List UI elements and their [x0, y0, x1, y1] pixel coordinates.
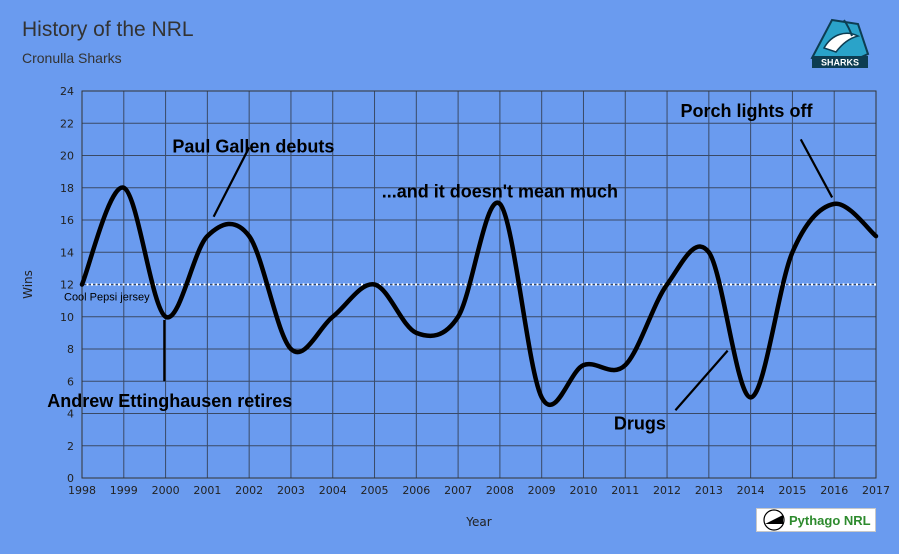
data-point-2005 — [373, 283, 377, 287]
x-tick-label: 2014 — [737, 484, 765, 497]
y-tick-label: 16 — [60, 214, 74, 227]
annotation-text: Paul Gallen debuts — [172, 136, 334, 156]
data-point-2000 — [164, 315, 168, 319]
y-tick-label: 12 — [60, 279, 74, 292]
x-tick-label: 2005 — [361, 484, 389, 497]
data-point-2011 — [623, 363, 627, 367]
annotation-pointer-line — [212, 146, 251, 218]
annotation-text: ...and it doesn't mean much — [382, 181, 618, 201]
chart-subtitle: Cronulla Sharks — [22, 50, 122, 66]
x-tick-label: 2013 — [695, 484, 723, 497]
y-tick-label: 14 — [60, 246, 74, 259]
data-point-2013 — [707, 250, 711, 254]
data-point-1999 — [122, 186, 126, 190]
wins-series-line — [79, 185, 879, 408]
y-tick-label: 18 — [60, 182, 74, 195]
data-point-2008 — [498, 202, 502, 206]
y-tick-label: 6 — [67, 375, 74, 388]
annotation-text: Porch lights off — [680, 101, 813, 121]
y-axis-label: Wins — [21, 270, 35, 299]
x-tick-label: 2017 — [862, 484, 890, 497]
x-tick-label: 2006 — [402, 484, 430, 497]
annotation-text: Drugs — [614, 414, 666, 434]
x-tick-label: 2012 — [653, 484, 681, 497]
x-tick-label: 2010 — [569, 484, 597, 497]
data-point-2003 — [289, 347, 293, 351]
y-tick-label: 22 — [60, 117, 74, 130]
x-tick-label: 2015 — [778, 484, 806, 497]
x-tick-label: 2003 — [277, 484, 305, 497]
pythago-text: Pythago NRL — [789, 512, 871, 528]
annotation-text: Andrew Ettinghausen retires — [47, 391, 292, 411]
data-point-2009 — [540, 395, 544, 399]
data-point-2012 — [665, 283, 669, 287]
x-tick-label: 2004 — [319, 484, 347, 497]
data-point-1998 — [80, 283, 84, 287]
data-point-2014 — [749, 395, 753, 399]
y-tick-label: 10 — [60, 311, 74, 324]
x-tick-label: 1999 — [110, 484, 138, 497]
y-tick-label: 2 — [67, 440, 74, 453]
y-tick-label: 20 — [60, 150, 74, 163]
annotation-pointer-line — [799, 138, 834, 198]
data-point-2007 — [456, 315, 460, 319]
sharks-logo: SHARKS — [810, 18, 870, 68]
y-tick-label: 0 — [67, 472, 74, 485]
x-tick-label: 1998 — [68, 484, 96, 497]
logo-text: SHARKS — [821, 58, 859, 68]
data-point-2006 — [414, 331, 418, 335]
y-tick-label: 24 — [60, 85, 74, 98]
data-point-2002 — [247, 234, 251, 238]
y-tick-label: 8 — [67, 343, 74, 356]
data-point-2017 — [874, 234, 878, 238]
data-point-2015 — [790, 250, 794, 254]
x-tick-label: 2001 — [193, 484, 221, 497]
x-tick-label: 2011 — [611, 484, 639, 497]
reference-line-label: Cool Pepsi jersey — [64, 292, 150, 304]
x-tick-label: 2000 — [152, 484, 180, 497]
data-point-2016 — [832, 202, 836, 206]
pythago-logo-icon — [763, 509, 785, 531]
data-point-2001 — [205, 234, 209, 238]
y-tick-label: 4 — [67, 408, 74, 421]
x-tick-label: 2007 — [444, 484, 472, 497]
x-tick-label: 2008 — [486, 484, 514, 497]
data-point-2004 — [331, 315, 335, 319]
x-tick-label: 2016 — [820, 484, 848, 497]
x-axis-label: Year — [465, 515, 491, 529]
pythago-watermark: Pythago NRL — [756, 508, 876, 532]
x-tick-label: 2002 — [235, 484, 263, 497]
chart-title: History of the NRL — [22, 18, 194, 41]
x-tick-label: 2009 — [528, 484, 556, 497]
data-point-2010 — [581, 363, 585, 367]
annotation-pointer-line — [674, 349, 729, 411]
